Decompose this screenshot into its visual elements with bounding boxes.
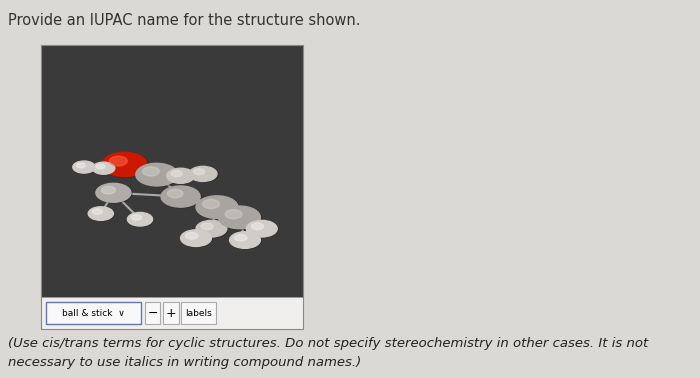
Text: +: +: [165, 307, 176, 320]
Circle shape: [92, 209, 102, 214]
Circle shape: [231, 232, 262, 249]
Circle shape: [92, 162, 115, 174]
FancyBboxPatch shape: [145, 302, 160, 324]
Circle shape: [196, 220, 227, 237]
Circle shape: [96, 164, 105, 169]
Circle shape: [162, 187, 202, 208]
Circle shape: [251, 223, 264, 230]
FancyBboxPatch shape: [163, 302, 179, 324]
Circle shape: [197, 197, 239, 219]
Circle shape: [181, 230, 211, 246]
Circle shape: [234, 234, 247, 241]
Circle shape: [225, 210, 242, 219]
Text: labels: labels: [186, 309, 212, 318]
Circle shape: [102, 152, 147, 177]
Circle shape: [128, 213, 153, 226]
Circle shape: [89, 207, 114, 221]
Circle shape: [96, 183, 131, 202]
Circle shape: [88, 207, 113, 220]
Circle shape: [167, 168, 195, 183]
Circle shape: [190, 167, 218, 182]
FancyBboxPatch shape: [181, 302, 216, 324]
Circle shape: [104, 153, 149, 178]
Circle shape: [189, 166, 217, 181]
Text: Provide an IUPAC name for the structure shown.: Provide an IUPAC name for the structure …: [8, 13, 361, 28]
Circle shape: [76, 163, 85, 168]
Circle shape: [230, 232, 260, 248]
Circle shape: [73, 161, 95, 173]
Circle shape: [171, 170, 182, 177]
Circle shape: [132, 215, 141, 220]
Circle shape: [186, 232, 198, 239]
Circle shape: [196, 196, 238, 218]
Circle shape: [168, 169, 196, 184]
Circle shape: [182, 231, 213, 247]
Circle shape: [161, 186, 200, 207]
Circle shape: [248, 221, 279, 238]
Circle shape: [93, 163, 116, 175]
Circle shape: [193, 169, 204, 175]
Circle shape: [218, 206, 260, 229]
Circle shape: [203, 200, 220, 209]
Circle shape: [102, 186, 116, 194]
Circle shape: [97, 184, 132, 203]
Circle shape: [167, 189, 183, 198]
Text: −: −: [148, 307, 158, 320]
Circle shape: [137, 164, 179, 187]
FancyBboxPatch shape: [46, 302, 141, 324]
Circle shape: [127, 212, 153, 226]
FancyBboxPatch shape: [41, 297, 303, 329]
Circle shape: [197, 221, 228, 238]
Text: (Use cis/trans terms for cyclic structures. Do not specify stereochemistry in ot: (Use cis/trans terms for cyclic structur…: [8, 337, 649, 369]
Circle shape: [74, 161, 96, 174]
Circle shape: [143, 167, 160, 176]
Circle shape: [246, 220, 277, 237]
Circle shape: [220, 207, 262, 229]
Circle shape: [136, 163, 178, 186]
Circle shape: [201, 223, 214, 230]
Text: ball & stick  ∨: ball & stick ∨: [62, 309, 125, 318]
FancyBboxPatch shape: [41, 45, 303, 297]
Circle shape: [109, 156, 127, 166]
